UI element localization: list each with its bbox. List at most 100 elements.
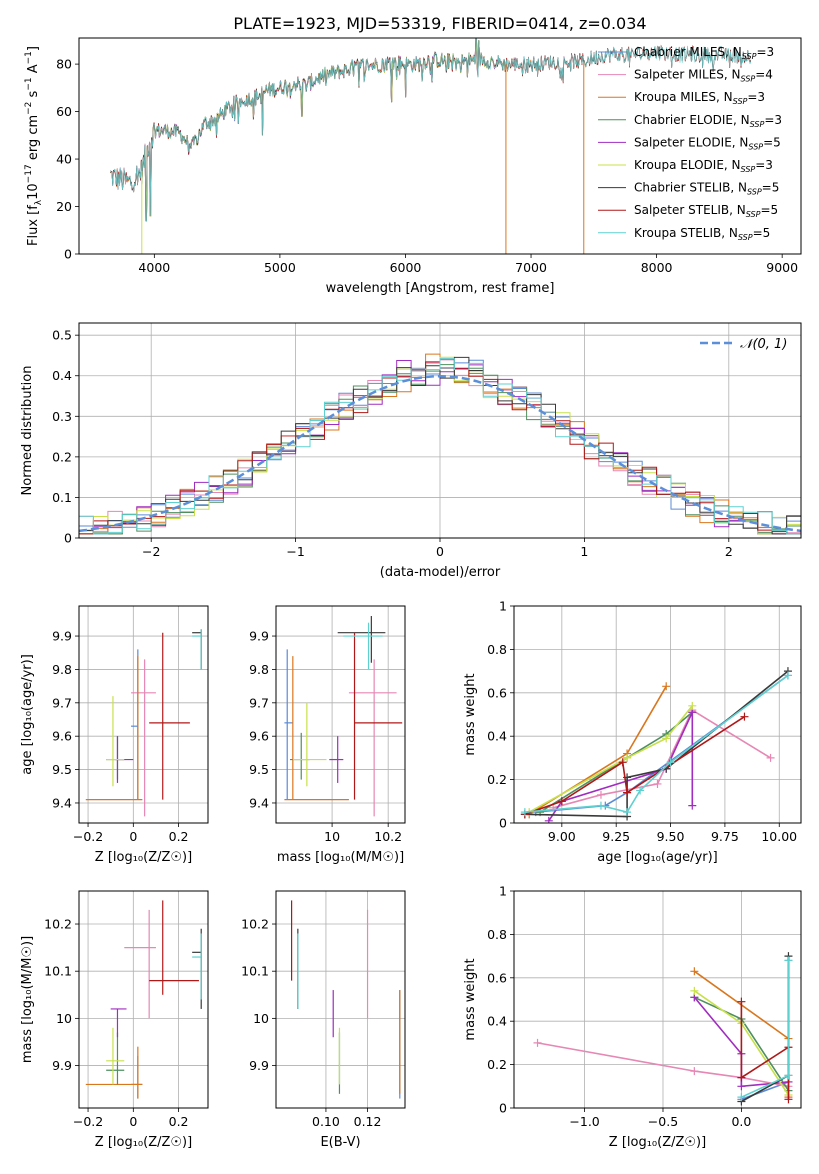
x-tick-label: 0.2 bbox=[169, 829, 189, 844]
y-tick-label: 0 bbox=[499, 1101, 507, 1116]
errorbar-point bbox=[348, 659, 397, 817]
errorbar-point bbox=[85, 656, 143, 801]
mass-weight-marker bbox=[666, 758, 675, 767]
mass-weight-marker bbox=[596, 790, 605, 799]
y-tick-label: 9.7 bbox=[52, 695, 72, 710]
x-tick-label: 0 bbox=[436, 544, 444, 559]
y-tick-label: 80 bbox=[56, 57, 72, 72]
errorbar-point bbox=[329, 736, 344, 783]
errorbar-point bbox=[106, 1027, 125, 1085]
errorbar-point bbox=[149, 900, 199, 995]
errorbar-point bbox=[106, 1032, 125, 1085]
mass-weight-line bbox=[537, 1042, 789, 1088]
axes-frame-residuals bbox=[78, 322, 802, 539]
y-tick-label: 0.5 bbox=[52, 328, 72, 343]
axes-frame-mass_vs_ebv bbox=[275, 890, 406, 1109]
x-axis-label: Z [log₁₀(Z/Z☉)] bbox=[95, 850, 192, 865]
mass-weight-marker bbox=[766, 753, 775, 762]
y-tick-label: 0.6 bbox=[487, 685, 507, 700]
mass-weight-marker bbox=[737, 997, 746, 1006]
legend-label: Kroupa STELIB, NSSP=5 bbox=[634, 226, 770, 242]
y-tick-label: 0.8 bbox=[487, 927, 507, 942]
x-tick-label: 10 bbox=[324, 829, 340, 844]
y-tick-label: 9.9 bbox=[52, 629, 72, 644]
mass-weight-marker bbox=[690, 967, 699, 976]
y-tick-label: 9.9 bbox=[249, 1058, 269, 1073]
axes-frame-mass_weight_vs_age bbox=[513, 605, 802, 824]
y-tick-label: 9.7 bbox=[249, 695, 269, 710]
legend-label: Salpeter MILES, NSSP=4 bbox=[634, 68, 773, 84]
x-tick-label: 6000 bbox=[390, 260, 422, 275]
x-tick-label: 9.75 bbox=[711, 829, 739, 844]
y-axis-label: Flux [fλ10−17 erg cm−2 s−1 A−1] bbox=[24, 46, 44, 246]
errorbar-point bbox=[353, 632, 403, 800]
mass-weight-marker bbox=[596, 801, 605, 810]
x-tick-label: 7000 bbox=[515, 260, 547, 275]
y-tick-label: 9.8 bbox=[249, 662, 269, 677]
errorbar-point bbox=[85, 1046, 143, 1099]
plot-area-mass_weight_vs_age bbox=[520, 667, 792, 823]
spectrum-line bbox=[110, 38, 752, 222]
axes-mass_weight_vs_Z: −1.0 −0.5 0.0 0 0.2 0.4 0.6 0.8 1 Z [log₁₀(Z/Z☉)]… bbox=[463, 884, 802, 1150]
y-tick-label: 0 bbox=[64, 531, 72, 546]
errorbar-point bbox=[284, 649, 293, 800]
x-tick-label: 9000 bbox=[766, 260, 798, 275]
axes-mass_vs_ebv: 0.10 0.12 9.9 10 10.1 10.2 E(B-V) bbox=[241, 890, 406, 1150]
axes-frame-age_vs_Z bbox=[78, 605, 209, 824]
x-tick-label: −0.2 bbox=[73, 829, 103, 844]
legend-label: Chabrier MILES, NSSP=3 bbox=[634, 45, 774, 61]
y-tick-label: 9.4 bbox=[249, 795, 269, 810]
plot-area-residuals bbox=[79, 353, 801, 535]
y-axis-label: Normed distribution bbox=[20, 366, 35, 496]
x-axis-label: E(B-V) bbox=[320, 1135, 360, 1150]
errorbar-point bbox=[337, 616, 386, 663]
axes-mass_vs_Z: −0.2 0 0.2 9.9 10 10.1 10.2 Z [log₁₀(Z/Z☉)] mass… bbox=[20, 890, 209, 1150]
mass-weight-line bbox=[524, 674, 789, 814]
figure-title: PLATE=1923, MJD=53319, FIBERID=0414, z=0… bbox=[233, 14, 646, 33]
x-axis-label: Z [log₁₀(Z/Z☉)] bbox=[609, 1135, 706, 1150]
mass-weight-marker bbox=[688, 701, 697, 710]
y-tick-label: 0.3 bbox=[52, 409, 72, 424]
axes-frame-spectrum bbox=[78, 37, 802, 255]
axes-frame-mass_weight_vs_Z bbox=[513, 890, 802, 1109]
mass-weight-marker bbox=[662, 734, 671, 743]
legend-label: Kroupa ELODIE, NSSP=3 bbox=[634, 158, 773, 174]
errorbar-point bbox=[192, 629, 202, 670]
errorbar-point bbox=[149, 632, 190, 800]
mass-weight-marker bbox=[557, 797, 566, 806]
legend-label: Chabrier STELIB, NSSP=5 bbox=[634, 181, 779, 197]
x-tick-label: 0.2 bbox=[169, 1114, 189, 1129]
y-tick-label: 9.9 bbox=[52, 1058, 72, 1073]
y-tick-label: 10 bbox=[253, 1011, 269, 1026]
x-tick-label: 0.12 bbox=[354, 1114, 382, 1129]
x-tick-label: −0.5 bbox=[648, 1114, 678, 1129]
y-tick-label: 9.6 bbox=[249, 729, 269, 744]
normal-curve bbox=[79, 374, 801, 533]
axes-age_vs_Z: −0.2 0 0.2 9.4 9.5 9.6 9.7 9.8 9.9 Z [log₁₀(Z/Z☉)… bbox=[20, 605, 209, 865]
x-tick-label: 5000 bbox=[264, 260, 296, 275]
y-tick-label: 0.6 bbox=[487, 970, 507, 985]
y-tick-label: 9.5 bbox=[249, 762, 269, 777]
plot-area-spectrum bbox=[110, 38, 752, 254]
y-tick-label: 10 bbox=[56, 1011, 72, 1026]
errorbar-point bbox=[292, 702, 327, 787]
mass-weight-marker bbox=[618, 758, 627, 767]
y-tick-label: 60 bbox=[56, 104, 72, 119]
mass-weight-marker bbox=[690, 1067, 699, 1076]
mass-weight-marker bbox=[544, 816, 553, 823]
axes-frame-mass_vs_Z bbox=[78, 890, 209, 1109]
errorbar-point bbox=[106, 736, 125, 780]
plot-area-age_vs_Z bbox=[85, 629, 202, 817]
mass-weight-marker bbox=[784, 1095, 793, 1104]
mass-weight-marker bbox=[520, 808, 529, 817]
errorbar-point bbox=[131, 1056, 143, 1099]
plot-area-mass_vs_Z bbox=[85, 900, 202, 1099]
legend-label: Salpeter ELODIE, NSSP=5 bbox=[634, 135, 781, 151]
y-tick-label: 9.4 bbox=[52, 795, 72, 810]
x-axis-label: (data-model)/error bbox=[380, 565, 501, 580]
y-tick-label: 0.4 bbox=[52, 368, 72, 383]
y-tick-label: 0.1 bbox=[52, 490, 72, 505]
mass-weight-marker bbox=[623, 788, 632, 797]
x-tick-label: 8000 bbox=[641, 260, 673, 275]
